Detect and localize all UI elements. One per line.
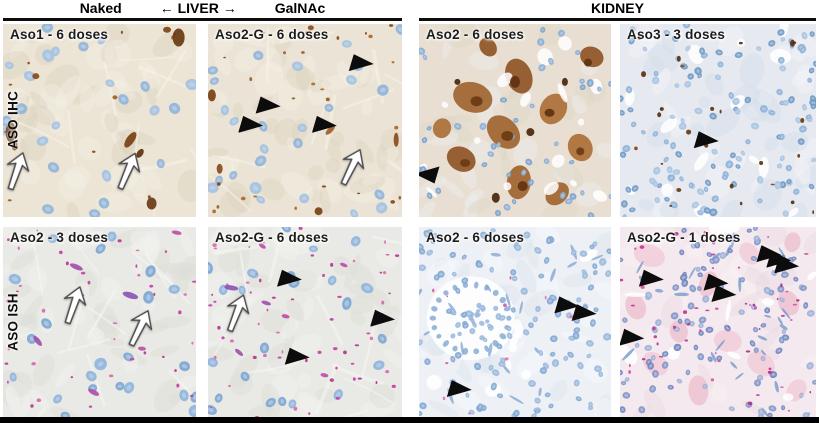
arrowhead-marker bbox=[255, 96, 281, 114]
annotation-layer bbox=[620, 24, 816, 217]
micrograph-kidney-ish-aso2g: Aso2-G - 1 doses bbox=[620, 227, 816, 417]
open-arrow-marker bbox=[56, 282, 93, 328]
kidney-header-row: KIDNEY bbox=[419, 0, 816, 17]
open-arrow-marker bbox=[331, 143, 371, 190]
arrowhead-marker bbox=[693, 131, 719, 149]
arrowhead-marker bbox=[348, 54, 374, 72]
tissue-canvas bbox=[3, 227, 196, 417]
row-label-aso-ihc: ASO IHC bbox=[5, 90, 21, 150]
header-naked-label: Naked bbox=[79, 0, 122, 16]
panel-label: Aso3 - 3 doses bbox=[627, 27, 726, 42]
open-arrow-marker bbox=[109, 147, 148, 194]
open-arrow-marker bbox=[218, 289, 256, 335]
arrowhead-marker bbox=[284, 347, 310, 365]
tissue-canvas bbox=[3, 24, 196, 217]
arrowhead-marker bbox=[238, 115, 264, 133]
arrowhead-marker bbox=[711, 285, 737, 302]
liver-underline bbox=[3, 18, 402, 21]
annotation-layer bbox=[419, 227, 611, 417]
tissue-canvas bbox=[620, 24, 816, 217]
header-kidney-label: KIDNEY bbox=[591, 0, 644, 16]
arrowhead-marker bbox=[638, 269, 664, 287]
panel-label: Aso1 - 6 doses bbox=[10, 27, 109, 42]
micrograph-kidney-ihc-aso3: Aso3 - 3 doses bbox=[620, 24, 816, 217]
header-galnac-label: GalNAc bbox=[274, 0, 326, 16]
annotation-layer bbox=[3, 24, 196, 217]
arrowhead-marker bbox=[276, 269, 302, 287]
annotation-layer bbox=[620, 227, 816, 417]
arrowhead-marker bbox=[446, 380, 472, 397]
micrograph-liver-ish-aso2g: Aso2-G - 6 doses bbox=[208, 227, 402, 417]
micrograph-kidney-ihc-aso2: Aso2 - 6 doses bbox=[419, 24, 611, 217]
arrowhead-marker bbox=[620, 328, 645, 346]
kidney-header-group: KIDNEY bbox=[419, 0, 816, 21]
micrograph-liver-ihc-aso1: Aso1 - 6 doses bbox=[3, 24, 196, 217]
row-label-aso-ish: ASO ISH bbox=[5, 293, 21, 351]
panel-label: Aso2-G - 1 doses bbox=[627, 230, 741, 245]
arrowhead-marker bbox=[419, 166, 439, 183]
panel-label: Aso2-G - 6 doses bbox=[215, 230, 329, 245]
panel-label: Aso2-G - 6 doses bbox=[215, 27, 329, 42]
annotation-layer bbox=[208, 227, 402, 417]
bottom-black-bar bbox=[0, 417, 819, 423]
header-liver-label: ← LIVER → bbox=[159, 0, 237, 16]
liver-header-group: Naked ← LIVER → GalNAc bbox=[3, 0, 402, 21]
annotation-layer bbox=[208, 24, 402, 217]
annotation-layer bbox=[419, 24, 611, 217]
arrowhead-marker bbox=[370, 309, 396, 327]
liver-header-row: Naked ← LIVER → GalNAc bbox=[3, 0, 402, 17]
tissue-canvas bbox=[208, 227, 402, 417]
micrograph-liver-ish-aso2: Aso2 - 3 doses bbox=[3, 227, 196, 417]
panel-label: Aso2 - 3 doses bbox=[10, 230, 109, 245]
micrograph-liver-ihc-aso2g: Aso2-G - 6 doses bbox=[208, 24, 402, 217]
arrowhead-marker bbox=[311, 115, 337, 133]
tissue-canvas bbox=[419, 24, 611, 217]
panel-label: Aso2 - 6 doses bbox=[426, 230, 525, 245]
tissue-canvas bbox=[208, 24, 402, 217]
open-arrow-marker bbox=[120, 304, 160, 351]
annotation-layer bbox=[3, 227, 196, 417]
open-arrow-marker bbox=[3, 148, 35, 194]
micrograph-kidney-ish-aso2: Aso2 - 6 doses bbox=[419, 227, 611, 417]
kidney-underline bbox=[419, 18, 816, 21]
panel-label: Aso2 - 6 doses bbox=[426, 27, 525, 42]
